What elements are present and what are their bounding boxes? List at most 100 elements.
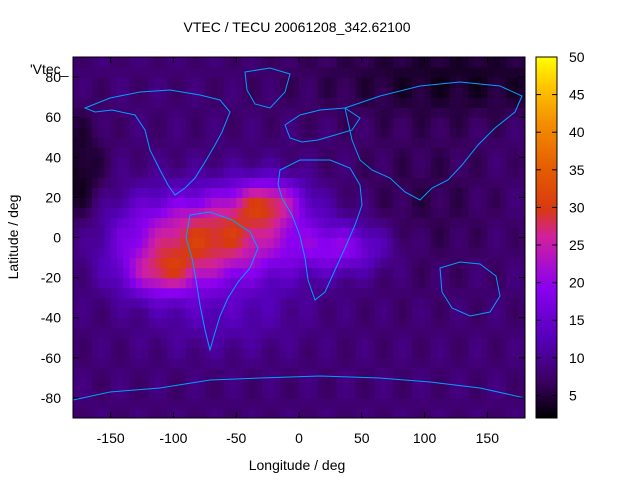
heatmap-cell (123, 367, 131, 379)
heatmap-cell (116, 177, 124, 188)
heatmap-cell (104, 107, 112, 118)
heatmap-cell (160, 187, 168, 198)
heatmap-cell (91, 97, 99, 108)
heatmap-cell (299, 177, 306, 188)
heatmap-cell (154, 57, 162, 68)
heatmap-cell (299, 137, 306, 148)
heatmap-cell (462, 157, 470, 168)
heatmap-cell (506, 67, 514, 78)
heatmap-cell (443, 307, 451, 319)
heatmap-cell (116, 357, 124, 369)
heatmap-cell (236, 267, 244, 279)
heatmap-cell (167, 277, 175, 289)
heatmap-cell (186, 247, 193, 259)
heatmap-cell (255, 147, 262, 158)
heatmap-cell (204, 147, 212, 158)
heatmap-cell (380, 177, 388, 188)
heatmap-cell (135, 127, 143, 138)
heatmap-cell (280, 267, 288, 279)
heatmap-cell (499, 237, 507, 249)
heatmap-cell (481, 67, 488, 78)
heatmap-cell (386, 347, 394, 359)
heatmap-cell (399, 107, 407, 118)
heatmap-cell (481, 87, 488, 98)
heatmap-cell (305, 97, 313, 108)
heatmap-cell (91, 167, 99, 178)
heatmap-cell (324, 67, 331, 78)
heatmap-cell (267, 327, 275, 339)
heatmap-cell (186, 397, 193, 409)
heatmap-cell (462, 207, 470, 219)
heatmap-cell (267, 197, 275, 209)
heatmap-cell (267, 97, 275, 108)
heatmap-cell (487, 337, 495, 349)
heatmap-cell (248, 87, 256, 98)
heatmap-cell (286, 377, 294, 389)
heatmap-cell (380, 67, 388, 78)
heatmap-cell (273, 397, 281, 409)
heatmap-cell (430, 267, 438, 279)
heatmap-cell (85, 397, 93, 409)
heatmap-cell (368, 77, 375, 88)
heatmap-cell (437, 357, 444, 369)
heatmap-cell (204, 297, 212, 309)
heatmap-cell (455, 367, 463, 379)
heatmap-cell (85, 97, 93, 108)
heatmap-cell (129, 187, 137, 198)
heatmap-cell (299, 347, 306, 359)
heatmap-cell (311, 177, 319, 188)
heatmap-cell (85, 77, 93, 88)
heatmap-cell (148, 317, 156, 329)
heatmap-cell (487, 107, 495, 118)
heatmap-cell (110, 327, 118, 339)
heatmap-cell (336, 137, 344, 148)
heatmap-cell (267, 387, 275, 399)
heatmap-cell (79, 247, 87, 259)
heatmap-cell (380, 187, 388, 198)
heatmap-cell (148, 287, 156, 299)
heatmap-cell (499, 67, 507, 78)
heatmap-cell (79, 317, 87, 329)
heatmap-cell (481, 77, 488, 88)
heatmap-cell (336, 327, 344, 339)
heatmap-cell (142, 157, 149, 168)
heatmap-cell (217, 167, 225, 178)
heatmap-cell (512, 77, 520, 88)
heatmap-cell (499, 167, 507, 178)
coastline-south-america (185, 211, 259, 352)
heatmap-cell (462, 117, 470, 128)
heatmap-cell (374, 307, 382, 319)
heatmap-cell (361, 107, 369, 118)
heatmap-cell (418, 357, 426, 369)
heatmap-cell (506, 197, 514, 209)
heatmap-cell (493, 117, 501, 128)
heatmap-cell (342, 327, 350, 339)
heatmap-cell (273, 347, 281, 359)
heatmap-cell (255, 107, 262, 118)
heatmap-cell (324, 97, 331, 108)
heatmap-cell (518, 307, 525, 319)
heatmap-cell (242, 177, 250, 188)
heatmap-cell (242, 307, 250, 319)
heatmap-cell (342, 147, 350, 158)
heatmap-cell (487, 277, 495, 289)
heatmap-cell (204, 367, 212, 379)
heatmap-cell (204, 347, 212, 359)
heatmap-cell (273, 187, 281, 198)
heatmap-cell (148, 127, 156, 138)
heatmap-cell (179, 67, 187, 78)
heatmap-cell (474, 347, 482, 359)
heatmap-cell (481, 337, 488, 349)
heatmap-cell (305, 127, 313, 138)
heatmap-cell (368, 267, 375, 279)
heatmap-cell (493, 57, 501, 68)
heatmap-cell (129, 247, 137, 259)
heatmap-cell (474, 207, 482, 219)
heatmap-cell (449, 277, 457, 289)
heatmap-cell (91, 177, 99, 188)
heatmap-cell (499, 207, 507, 219)
heatmap-cell (405, 287, 413, 299)
heatmap-cell (424, 337, 432, 349)
heatmap-cell (518, 157, 525, 168)
heatmap-cell (192, 237, 200, 249)
